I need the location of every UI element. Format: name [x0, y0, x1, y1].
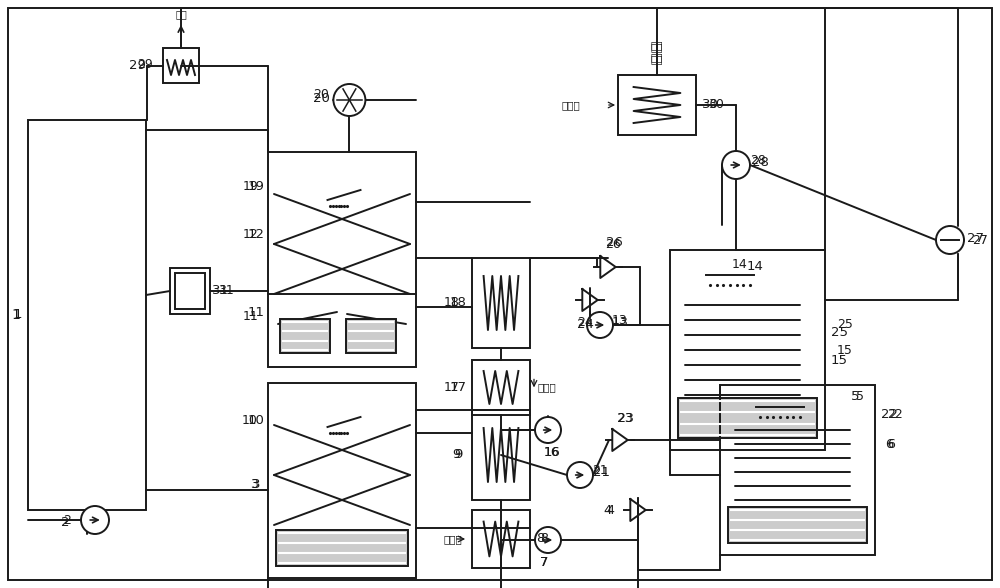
Bar: [268, 152, 416, 367]
Text: 12: 12: [242, 228, 258, 240]
Text: 20: 20: [313, 88, 329, 101]
Text: 22: 22: [887, 409, 903, 422]
Text: 9: 9: [454, 449, 462, 462]
Text: 14: 14: [747, 259, 764, 272]
Text: 20: 20: [313, 92, 330, 105]
Bar: [163, 48, 199, 83]
Text: 25: 25: [830, 326, 848, 339]
Text: 31: 31: [212, 285, 228, 298]
Text: 23: 23: [617, 412, 633, 425]
Text: 7: 7: [540, 556, 548, 569]
Text: 9: 9: [452, 449, 460, 462]
Text: 22: 22: [881, 409, 898, 422]
Bar: [670, 250, 825, 450]
Bar: [276, 530, 408, 566]
Text: 14: 14: [732, 259, 748, 272]
Text: 16: 16: [544, 446, 560, 459]
Bar: [346, 319, 396, 353]
Text: 28: 28: [750, 153, 766, 166]
Text: 5: 5: [856, 390, 864, 403]
Bar: [268, 383, 416, 578]
Text: 12: 12: [248, 228, 264, 240]
Circle shape: [722, 151, 750, 179]
Circle shape: [535, 417, 561, 443]
Text: 10: 10: [242, 415, 258, 427]
Text: 2: 2: [63, 513, 71, 526]
Text: 冷凝水: 冷凝水: [561, 100, 580, 110]
Text: 冷却水: 冷却水: [443, 534, 462, 544]
Text: 1: 1: [11, 308, 20, 322]
Text: 23: 23: [618, 412, 635, 425]
Circle shape: [81, 506, 109, 534]
Bar: [472, 410, 530, 500]
Text: 17: 17: [444, 381, 460, 394]
Text: 6: 6: [887, 439, 895, 452]
Text: 13: 13: [612, 313, 628, 326]
Bar: [720, 385, 875, 555]
Text: 26: 26: [606, 236, 622, 249]
Text: 7: 7: [540, 556, 548, 569]
Text: 冷却水: 冷却水: [538, 383, 557, 393]
Bar: [472, 510, 530, 568]
Text: 26: 26: [605, 239, 621, 252]
Circle shape: [535, 527, 561, 553]
Bar: [678, 398, 817, 438]
Text: 30: 30: [702, 99, 718, 112]
Text: 19: 19: [242, 181, 258, 193]
Text: 11: 11: [242, 310, 258, 323]
Circle shape: [333, 84, 365, 116]
Text: 4: 4: [606, 503, 614, 516]
Text: 27: 27: [972, 233, 988, 246]
Text: 19: 19: [248, 181, 264, 193]
Circle shape: [587, 312, 613, 338]
Text: 10: 10: [248, 415, 264, 427]
Text: 29: 29: [129, 59, 145, 72]
Text: 2: 2: [61, 516, 69, 529]
Text: 21: 21: [594, 466, 610, 479]
Bar: [28, 120, 146, 510]
Text: 3: 3: [252, 479, 260, 492]
Text: 5: 5: [851, 390, 859, 403]
Text: 18: 18: [444, 296, 460, 309]
Text: 28: 28: [752, 156, 768, 169]
Text: 15: 15: [830, 353, 848, 366]
Text: 15: 15: [837, 343, 853, 356]
Text: 高温
冷源: 高温 冷源: [651, 40, 663, 62]
Text: 27: 27: [968, 232, 984, 245]
Text: 3: 3: [250, 479, 258, 492]
Text: 21: 21: [592, 463, 608, 476]
Bar: [472, 258, 530, 348]
Text: 18: 18: [450, 296, 466, 309]
Text: 29: 29: [137, 58, 153, 72]
Text: 1: 1: [14, 309, 22, 322]
Text: 8: 8: [540, 533, 548, 546]
Circle shape: [567, 462, 593, 488]
Bar: [175, 273, 205, 309]
Text: 补液: 补液: [175, 9, 187, 19]
Bar: [472, 360, 530, 415]
Text: 24: 24: [577, 316, 593, 329]
Bar: [618, 75, 696, 135]
Text: 16: 16: [544, 446, 560, 459]
Text: 11: 11: [248, 306, 264, 319]
Circle shape: [936, 226, 964, 254]
Text: 4: 4: [604, 503, 612, 516]
Text: 24: 24: [577, 318, 593, 330]
Text: 30: 30: [708, 99, 724, 112]
Bar: [728, 507, 867, 543]
Text: 8: 8: [536, 533, 544, 546]
Text: 6: 6: [885, 439, 893, 452]
Text: 25: 25: [837, 319, 853, 332]
Bar: [170, 268, 210, 314]
Text: 高温
冷源: 高温 冷源: [651, 42, 663, 64]
Text: 17: 17: [450, 381, 466, 394]
Text: 31: 31: [218, 285, 234, 298]
Text: 13: 13: [612, 316, 629, 329]
Bar: [280, 319, 330, 353]
